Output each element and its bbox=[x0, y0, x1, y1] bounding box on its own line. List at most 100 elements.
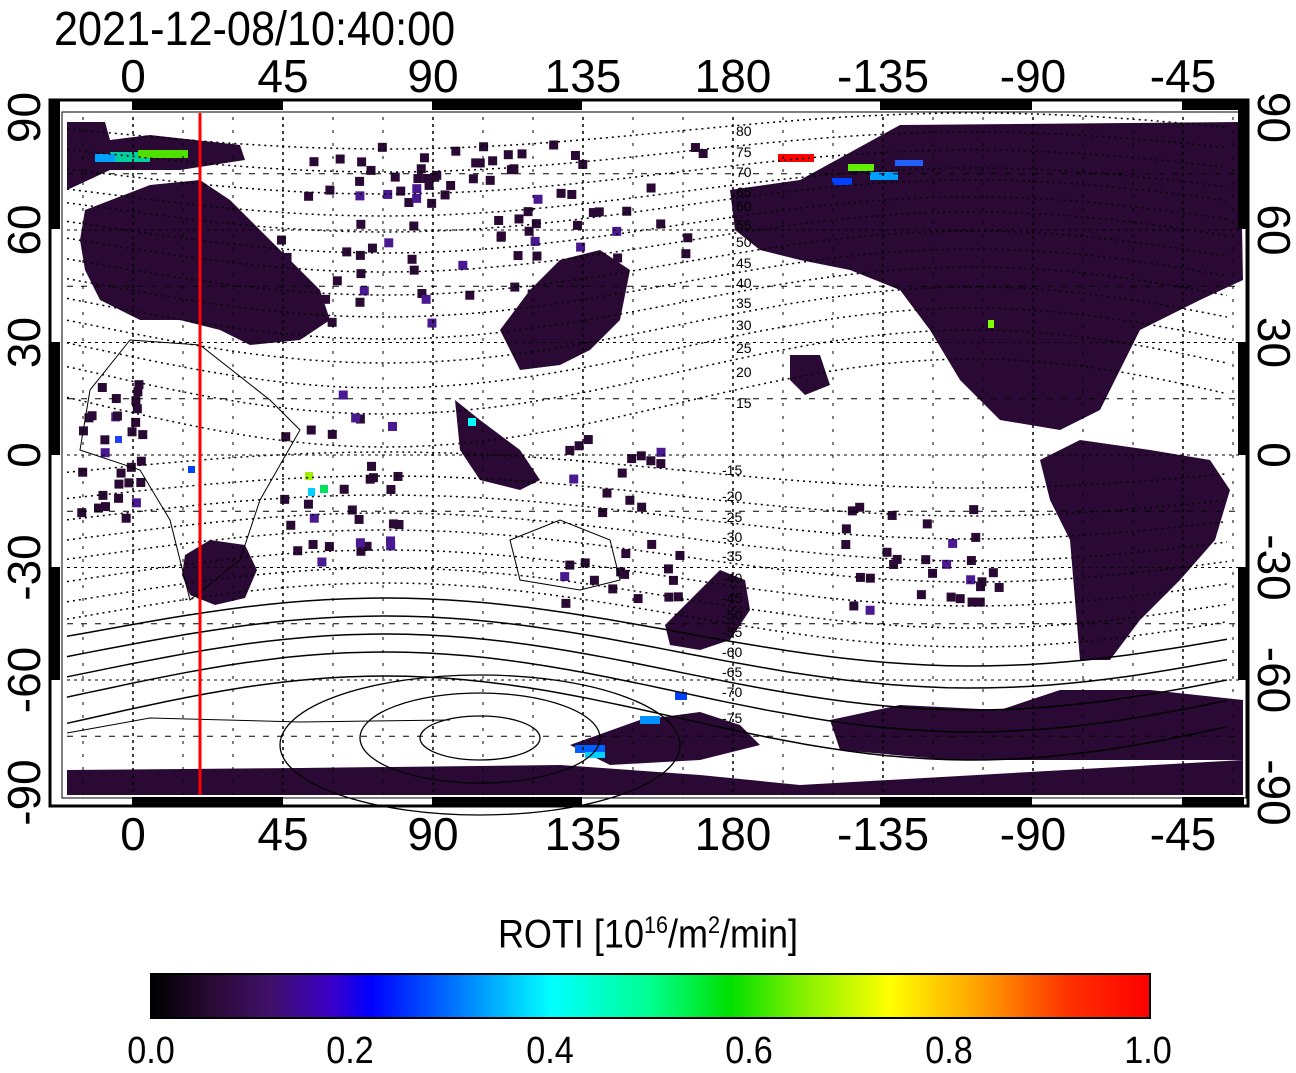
roti-cell bbox=[286, 520, 296, 530]
contour-label: 50 bbox=[736, 234, 752, 250]
roti-cell bbox=[517, 149, 527, 159]
roti-cell bbox=[922, 519, 932, 529]
roti-cell bbox=[304, 191, 314, 201]
roti-cell bbox=[131, 396, 141, 406]
roti-cell-high bbox=[895, 160, 923, 166]
frame-segment bbox=[1238, 100, 1248, 229]
roti-cell-high bbox=[110, 152, 150, 162]
magnetic-latitude-contours: 8075706560555045403530252015-15-20-25-30… bbox=[66, 112, 1228, 816]
roti-cell bbox=[131, 498, 141, 508]
land-data-region bbox=[730, 122, 1243, 430]
roti-cell bbox=[690, 143, 700, 153]
roti-cell bbox=[136, 456, 146, 466]
roti-cell bbox=[446, 180, 456, 190]
roti-cell bbox=[887, 510, 897, 520]
colorbar-tick: 0.2 bbox=[326, 1030, 375, 1072]
roti-cell bbox=[556, 188, 566, 198]
land-data-region bbox=[665, 570, 750, 650]
contour-line bbox=[66, 597, 1228, 667]
roti-cell bbox=[359, 286, 369, 296]
roti-cell bbox=[656, 219, 666, 229]
roti-cell bbox=[892, 554, 902, 564]
roti-cell bbox=[889, 559, 899, 569]
contour-label: 35 bbox=[736, 295, 752, 311]
frame-segment bbox=[50, 100, 60, 229]
roti-cell bbox=[121, 513, 131, 523]
contour-label: -45 bbox=[722, 590, 742, 606]
contour-label: 20 bbox=[736, 364, 752, 380]
roti-cell bbox=[969, 505, 979, 515]
roti-cell bbox=[663, 564, 673, 574]
roti-cell bbox=[636, 451, 646, 461]
timestamp-title: 2021-12-08/10:40:00 bbox=[54, 3, 456, 56]
roti-cell bbox=[916, 590, 926, 600]
roti-cell bbox=[356, 219, 366, 229]
roti-cell bbox=[347, 505, 357, 515]
roti-cell bbox=[424, 180, 434, 190]
roti-cell bbox=[475, 158, 485, 168]
roti-cell bbox=[578, 159, 588, 169]
roti-cell bbox=[503, 150, 513, 160]
roti-cell bbox=[407, 254, 417, 264]
roti-cell bbox=[325, 185, 335, 195]
roti-cell bbox=[100, 448, 110, 458]
colorbar bbox=[150, 973, 1151, 1019]
roti-cell bbox=[613, 253, 623, 263]
roti-cell bbox=[975, 597, 985, 607]
roti-cell bbox=[479, 142, 489, 152]
contour-line bbox=[66, 167, 1228, 217]
roti-cell bbox=[612, 226, 622, 236]
roti-cell bbox=[485, 175, 495, 185]
contour-label: 30 bbox=[736, 317, 752, 333]
contour-label: 45 bbox=[736, 255, 752, 271]
lat-tick-right: 0 bbox=[1248, 442, 1296, 468]
contour-label: -65 bbox=[722, 664, 742, 680]
roti-cell bbox=[570, 150, 580, 160]
lon-tick-bottom: 45 bbox=[257, 808, 308, 860]
roti-cell bbox=[309, 513, 319, 523]
roti-cell bbox=[409, 221, 419, 231]
roti-cell bbox=[321, 294, 331, 304]
roti-cell bbox=[574, 441, 584, 451]
roti-cell-high bbox=[832, 178, 852, 185]
roti-cell bbox=[354, 514, 364, 524]
roti-cell bbox=[356, 546, 366, 556]
roti-cell bbox=[523, 207, 533, 217]
roti-cell bbox=[647, 539, 657, 549]
frame-segment bbox=[1238, 567, 1248, 680]
roti-cell bbox=[427, 318, 437, 328]
roti-cell bbox=[966, 575, 976, 585]
roti-cell bbox=[77, 508, 87, 518]
roti-cell bbox=[432, 170, 442, 180]
contour-line bbox=[66, 358, 1228, 448]
roti-cell bbox=[594, 207, 604, 217]
lat-tick-right: -30 bbox=[1248, 534, 1296, 600]
roti-cell-high bbox=[308, 488, 315, 496]
roti-cell bbox=[308, 539, 318, 549]
lon-tick-top: 0 bbox=[120, 50, 146, 102]
lon-tick-top: -45 bbox=[1150, 50, 1216, 102]
roti-cell bbox=[385, 536, 395, 546]
roti-cell bbox=[317, 557, 327, 567]
roti-cell bbox=[377, 142, 387, 152]
roti-cell bbox=[388, 519, 398, 529]
contour-line bbox=[66, 512, 1228, 562]
roti-cell bbox=[565, 560, 575, 570]
frame-segment bbox=[50, 567, 60, 680]
roti-cell-high bbox=[320, 485, 328, 493]
lon-tick-bottom: 90 bbox=[407, 808, 458, 860]
roti-cell bbox=[132, 404, 142, 414]
roti-cell bbox=[355, 176, 365, 186]
roti-cell bbox=[339, 484, 349, 494]
roti-cell bbox=[488, 156, 498, 166]
roti-cell bbox=[921, 555, 931, 565]
frame-segment bbox=[1238, 342, 1248, 455]
lon-tick-top: 45 bbox=[257, 50, 308, 102]
roti-cell bbox=[616, 567, 626, 577]
roti-cell bbox=[855, 502, 865, 512]
roti-cell-high bbox=[848, 164, 874, 171]
roti-cell bbox=[133, 387, 143, 397]
roti-cell bbox=[527, 289, 537, 299]
roti-cell bbox=[421, 294, 431, 304]
roti-cell bbox=[111, 394, 121, 404]
